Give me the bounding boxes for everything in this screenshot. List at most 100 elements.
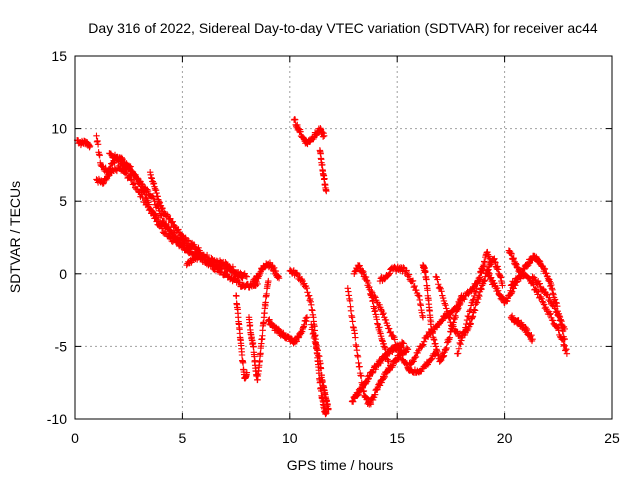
- data-point-s19: [427, 356, 435, 363]
- x-tick-label: 15: [389, 430, 405, 446]
- data-point-s18: [409, 277, 417, 284]
- y-tick-label: -10: [47, 411, 67, 427]
- data-point-s26: [563, 350, 571, 357]
- data-point-s15: [346, 297, 354, 305]
- data-points: [73, 116, 571, 418]
- data-point-s18: [385, 271, 393, 278]
- data-point-s21: [458, 292, 465, 299]
- data-point-s12: [321, 175, 328, 182]
- data-point-s06: [254, 280, 261, 288]
- data-point-s22: [442, 301, 449, 309]
- x-tick-label: 25: [604, 430, 620, 446]
- y-tick-label: 0: [59, 266, 67, 282]
- data-point-s04: [186, 249, 194, 257]
- data-point-s21: [452, 314, 459, 321]
- data-point-s07: [238, 351, 246, 359]
- data-point-s23: [469, 297, 476, 305]
- data-point-s16: [400, 340, 407, 347]
- data-point-s19: [385, 325, 393, 332]
- x-tick-label: 5: [179, 430, 187, 446]
- data-point-s02: [229, 263, 237, 270]
- data-point-s19: [380, 310, 387, 317]
- data-point-s08: [262, 299, 269, 306]
- data-point-s05: [185, 238, 193, 245]
- data-point-s19: [389, 332, 397, 340]
- data-point-s22: [436, 284, 444, 291]
- data-point-s04: [144, 186, 151, 193]
- data-point-s17: [385, 357, 392, 365]
- data-point-s19: [398, 350, 405, 357]
- data-point-s26: [554, 323, 561, 331]
- data-point-s05: [191, 241, 198, 248]
- data-point-s05: [163, 211, 171, 218]
- data-point-s22: [499, 282, 506, 289]
- data-point-s01: [86, 142, 94, 150]
- data-point-s03: [238, 274, 245, 281]
- data-point-s21: [423, 276, 430, 283]
- data-point-s19: [377, 306, 385, 313]
- x-tick-label: 0: [71, 430, 79, 446]
- data-point-s03: [158, 225, 166, 232]
- data-point-s22: [441, 300, 448, 307]
- data-point-s22: [443, 305, 450, 312]
- data-point-s09: [275, 274, 283, 282]
- data-point-s23: [461, 328, 468, 335]
- data-point-s27: [528, 332, 535, 339]
- data-point-s21: [424, 287, 431, 294]
- data-point-s05: [175, 226, 182, 233]
- data-point-s19: [387, 328, 394, 336]
- data-point-s28: [561, 325, 568, 333]
- data-point-s14: [317, 365, 325, 372]
- data-point-s04: [150, 194, 157, 202]
- data-point-s04: [165, 224, 173, 231]
- data-point-s11: [320, 132, 328, 140]
- data-point-s23: [454, 350, 462, 357]
- data-point-s03: [102, 176, 110, 184]
- data-point-s04: [162, 220, 169, 227]
- data-point-s04: [118, 157, 125, 164]
- data-point-s03: [153, 218, 160, 225]
- data-point-s12: [323, 187, 330, 195]
- y-axis-label: SDTVAR / TECUs: [7, 181, 23, 293]
- data-point-s03: [152, 214, 159, 222]
- data-point-s03: [135, 188, 142, 195]
- data-point-s22: [438, 288, 445, 295]
- data-point-s23: [479, 264, 486, 272]
- data-point-s15: [354, 353, 362, 360]
- data-point-s03: [127, 176, 135, 183]
- data-point-s04: [157, 212, 165, 219]
- data-point-s05: [179, 232, 186, 240]
- data-point-s08: [263, 290, 270, 298]
- data-point-s28: [536, 280, 543, 287]
- data-point-s05: [196, 247, 203, 254]
- data-point-s14: [325, 405, 332, 413]
- data-point-s22: [447, 318, 454, 326]
- x-tick-label: 10: [282, 430, 298, 446]
- data-point-s23: [465, 313, 472, 320]
- data-point-s03: [138, 190, 145, 197]
- data-point-s05: [169, 218, 176, 225]
- data-point-s20: [420, 338, 428, 345]
- data-point-s26: [555, 327, 562, 334]
- data-point-s08: [250, 343, 257, 351]
- data-point-s22: [443, 308, 451, 315]
- data-point-s20: [405, 365, 412, 372]
- data-point-s23: [471, 288, 479, 295]
- data-point-s23: [458, 334, 466, 341]
- data-point-s26: [546, 311, 553, 318]
- data-point-s02: [243, 273, 251, 280]
- data-point-s23: [463, 320, 470, 328]
- data-point-s19: [428, 355, 436, 362]
- data-point-s23: [488, 258, 495, 266]
- data-point-s21: [427, 318, 435, 325]
- data-point-s28: [546, 294, 553, 301]
- data-point-s28: [555, 312, 563, 320]
- y-tick-label: 5: [59, 193, 67, 209]
- data-point-s03: [134, 185, 141, 193]
- data-point-s23: [457, 340, 464, 348]
- data-point-s19: [372, 294, 379, 301]
- data-point-s26: [535, 288, 542, 296]
- data-point-s23: [455, 345, 463, 352]
- data-point-s20: [420, 341, 427, 348]
